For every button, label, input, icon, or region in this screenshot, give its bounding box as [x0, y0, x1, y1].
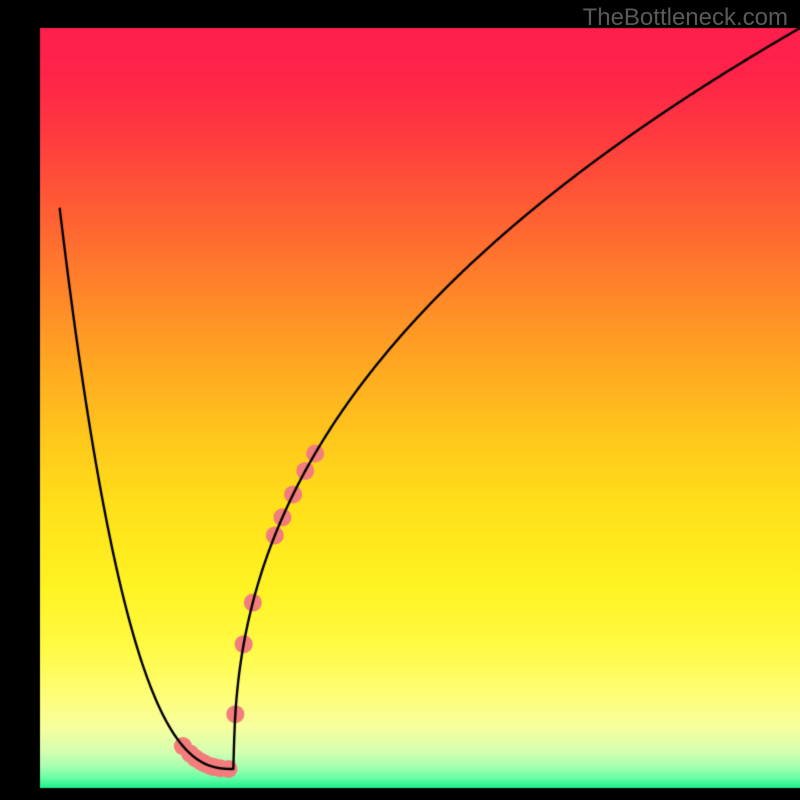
bottleneck-chart	[0, 0, 800, 800]
watermark-label: TheBottleneck.com	[583, 4, 788, 32]
